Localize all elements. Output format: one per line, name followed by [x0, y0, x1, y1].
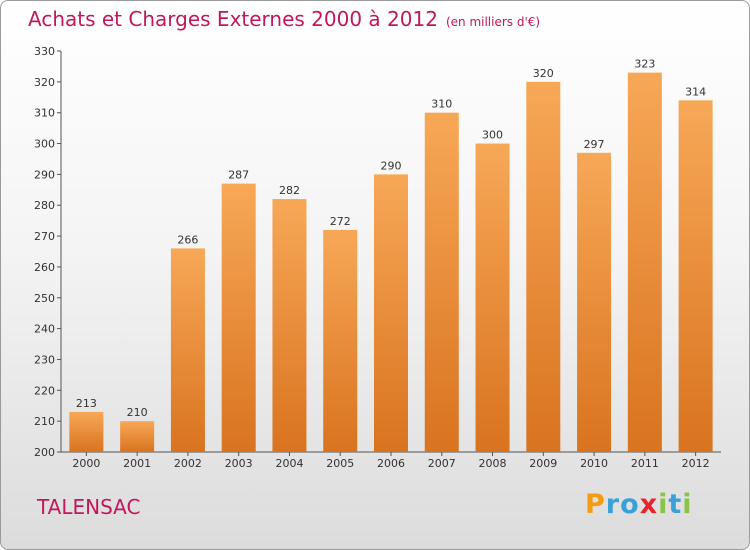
value-label-2004: 282 [279, 184, 300, 197]
y-tick-label: 280 [34, 199, 55, 212]
y-tick-label: 270 [34, 230, 55, 243]
bar-2008 [475, 143, 510, 453]
x-tick-label-2000: 2000 [72, 457, 100, 470]
value-label-2007: 310 [431, 98, 452, 111]
logo-letter: i [682, 489, 693, 520]
chart-labels: 213 210 266 287 282 272 290 310 300 320 297 323 314 [76, 58, 706, 420]
value-label-2012: 314 [685, 85, 706, 98]
bar-2012 [678, 100, 713, 452]
y-tick-label: 250 [34, 292, 55, 305]
chart-bars [69, 72, 713, 453]
value-label-2003: 287 [228, 169, 249, 182]
value-label-2011: 323 [634, 58, 655, 71]
value-label-2000: 213 [76, 397, 97, 410]
value-label-2010: 297 [584, 138, 605, 151]
x-tick-label-2011: 2011 [631, 457, 659, 470]
logo-letter: x [639, 489, 659, 520]
x-tick-label-2004: 2004 [275, 457, 303, 470]
x-tick-label-2010: 2010 [580, 457, 608, 470]
x-tick-label-2002: 2002 [174, 457, 202, 470]
y-tick-label: 310 [34, 107, 55, 120]
logo-letter: o [620, 489, 640, 520]
bar-2003 [221, 183, 256, 452]
value-label-2008: 300 [482, 129, 503, 142]
y-tick-label: 290 [34, 168, 55, 181]
x-tick-label-2003: 2003 [225, 457, 253, 470]
chart-title: Achats et Charges Externes 2000 à 2012 (e… [28, 7, 540, 31]
x-tick-label-2012: 2012 [682, 457, 710, 470]
chart-axes: 200 210 220 230 240 250 260 270 280 290 300 310 320 3… [34, 45, 721, 470]
bar-2007 [424, 112, 459, 452]
y-tick-label: 220 [34, 384, 55, 397]
value-label-2001: 210 [127, 406, 148, 419]
logo-letter: t [668, 489, 683, 520]
x-tick-label-2001: 2001 [123, 457, 151, 470]
y-tick-label: 240 [34, 323, 55, 336]
logo-letter: i [658, 489, 669, 520]
y-tick-label: 230 [34, 353, 55, 366]
bar-2006 [374, 174, 408, 452]
bar-2004 [272, 199, 307, 452]
x-tick-label-2008: 2008 [479, 457, 507, 470]
bar-2002 [170, 248, 205, 452]
y-tick-label: 210 [34, 415, 55, 428]
y-tick-label: 260 [34, 261, 55, 274]
y-tick-label: 300 [34, 138, 55, 151]
x-tick-label-2007: 2007 [428, 457, 456, 470]
y-tick-label: 200 [34, 446, 55, 459]
bar-2005 [323, 229, 358, 452]
x-tick-label-2006: 2006 [377, 457, 405, 470]
proxiti-logo[interactable]: Proxiti [585, 489, 693, 520]
bar-2009 [526, 81, 561, 452]
bar-2000 [69, 411, 104, 452]
bar-2001 [120, 421, 155, 452]
x-tick-label-2009: 2009 [529, 457, 557, 470]
y-tick-label: 330 [34, 45, 55, 58]
bar-2010 [577, 152, 612, 453]
bar-2011 [627, 72, 662, 452]
city-name: TALENSAC [37, 495, 141, 519]
y-tick-label: 320 [34, 76, 55, 89]
value-label-2009: 320 [533, 67, 554, 80]
x-tick-label-2005: 2005 [326, 457, 354, 470]
value-label-2006: 290 [381, 159, 402, 172]
value-label-2002: 266 [177, 233, 198, 246]
value-label-2005: 272 [330, 215, 351, 228]
chart-title-text: Achats et Charges Externes 2000 à 2012 [28, 7, 438, 31]
logo-letter: P [585, 489, 606, 520]
chart-unit: (en milliers d'€) [445, 15, 541, 29]
logo-letter: r [605, 489, 621, 520]
